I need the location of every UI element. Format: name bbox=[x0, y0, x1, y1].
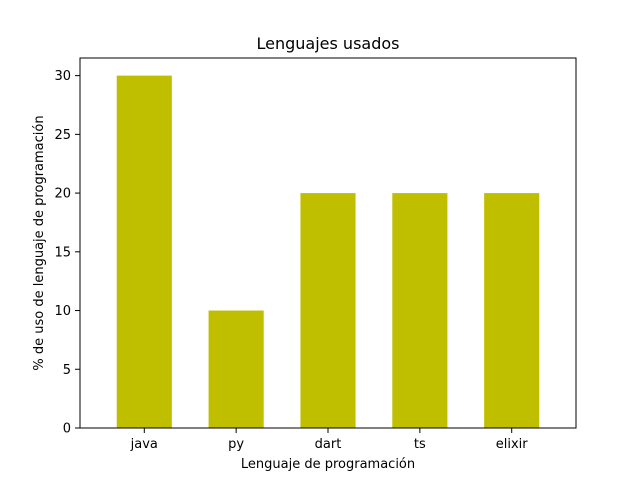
bar-java bbox=[116, 75, 172, 428]
y-tick-label: 10 bbox=[54, 304, 71, 319]
x-tick-label: java bbox=[130, 437, 158, 452]
y-tick-label: 20 bbox=[54, 187, 71, 202]
x-axis-label: Lenguaje de programación bbox=[241, 457, 415, 472]
y-tick-label: 25 bbox=[54, 128, 71, 143]
bar-py bbox=[208, 310, 264, 428]
y-axis-label: % de uso de lenguaje de programación bbox=[32, 115, 47, 370]
y-tick-label: 0 bbox=[63, 422, 71, 437]
bar-ts bbox=[392, 193, 448, 428]
chart-title: Lenguajes usados bbox=[257, 34, 400, 53]
bar-elixir bbox=[484, 193, 540, 428]
x-tick-label: elixir bbox=[496, 437, 529, 452]
bars-group bbox=[116, 75, 540, 428]
x-axis-ticks: java py dart ts elixir bbox=[130, 428, 529, 452]
bar-dart bbox=[300, 193, 356, 428]
y-tick-label: 30 bbox=[54, 69, 71, 84]
x-tick-label: py bbox=[228, 437, 244, 452]
x-tick-label: ts bbox=[414, 437, 426, 452]
x-tick-label: dart bbox=[315, 437, 342, 452]
y-axis-ticks: 0 5 10 15 20 25 30 bbox=[54, 69, 80, 437]
y-tick-label: 5 bbox=[63, 363, 71, 378]
y-tick-label: 15 bbox=[54, 245, 71, 260]
